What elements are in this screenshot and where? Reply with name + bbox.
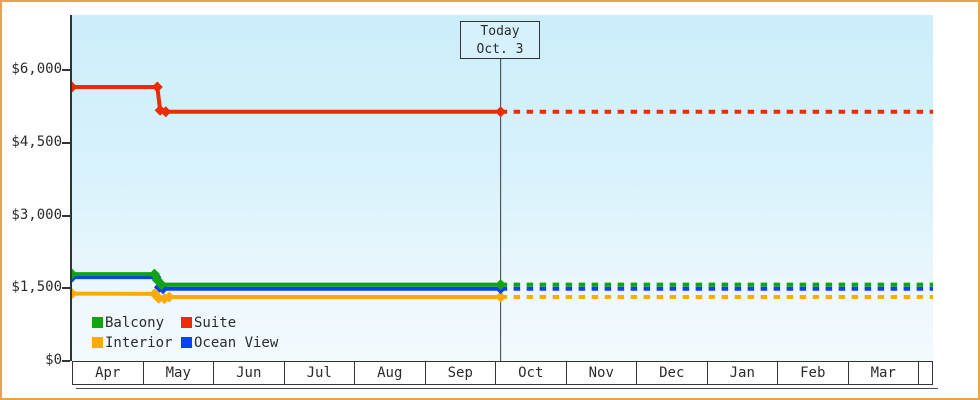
data-point-balcony (495, 279, 507, 291)
legend-label: Ocean View (194, 334, 279, 351)
data-point-balcony (156, 279, 168, 291)
month-cell-oct: Oct (496, 362, 567, 384)
y-axis-tick-mark (62, 214, 70, 217)
suite-swatch-icon (181, 317, 192, 328)
series-line-suite (72, 84, 501, 114)
y-axis-tick-mark (62, 287, 70, 290)
month-cell-dec: Dec (637, 362, 708, 384)
x-axis-month-band: Apr May Jun Jul Aug Sep Oct Nov Dec Jan Feb Mar (72, 361, 933, 385)
y-axis-tick-mark (62, 141, 70, 144)
legend-label: Interior (105, 334, 173, 351)
y-axis-line (70, 15, 72, 361)
data-point-suite (72, 81, 78, 93)
chart-canvas (72, 59, 933, 361)
legend-label: Balcony (105, 314, 165, 331)
month-cell-nov: Nov (566, 362, 637, 384)
data-point-suite (495, 106, 507, 118)
legend-label: Suite (194, 314, 237, 331)
data-point-interior (72, 288, 78, 300)
ocean-view-swatch-icon (181, 337, 192, 348)
y-axis-tick-label: $6,000 (11, 61, 62, 77)
y-axis-tick-label: $0 (45, 352, 62, 368)
series-line-balcony (72, 272, 501, 287)
legend: Balcony Suite Interior Ocean View (92, 313, 278, 352)
today-label-line2: Oct. 3 (476, 42, 524, 57)
month-cell-apr: Apr (73, 362, 144, 384)
data-point-suite (151, 81, 163, 93)
month-cell-aug: Aug (355, 362, 426, 384)
legend-item-ocean-view: Ocean View (181, 333, 278, 352)
month-cell-jun: Jun (214, 362, 285, 384)
y-axis: $6,000 $4,500 $3,000 $1,500 $0 (2, 2, 70, 398)
today-marker-label: Today Oct. 3 (460, 21, 540, 59)
axis-shadow-line (76, 388, 938, 389)
series-line-interior (72, 291, 501, 301)
data-point-interior (495, 291, 507, 303)
y-axis-tick-mark (62, 360, 70, 362)
balcony-swatch-icon (92, 317, 103, 328)
data-point-interior (163, 291, 175, 303)
data-point-suite (160, 106, 172, 118)
today-label-line1: Today (480, 24, 520, 39)
legend-item-suite: Suite (181, 313, 278, 332)
legend-item-balcony: Balcony (92, 313, 181, 332)
y-axis-tick-label: $4,500 (11, 133, 62, 150)
plot-area: Today Oct. 3 Balcony Suite Interior Ocea… (72, 15, 933, 361)
y-axis-tick-label: $1,500 (11, 279, 62, 296)
month-cell-jan: Jan (707, 362, 778, 384)
month-cell-partial (919, 362, 932, 384)
month-cell-feb: Feb (778, 362, 849, 384)
y-axis-tick-label: $3,000 (11, 206, 62, 223)
interior-swatch-icon (92, 337, 103, 348)
month-cell-jul: Jul (284, 362, 355, 384)
data-point-balcony (72, 268, 78, 280)
y-axis-tick-mark (62, 69, 70, 71)
month-cell-sep: Sep (425, 362, 496, 384)
month-cell-may: May (143, 362, 214, 384)
legend-item-interior: Interior (92, 333, 181, 352)
data-point-interior (158, 293, 170, 305)
month-cell-mar: Mar (848, 362, 919, 384)
